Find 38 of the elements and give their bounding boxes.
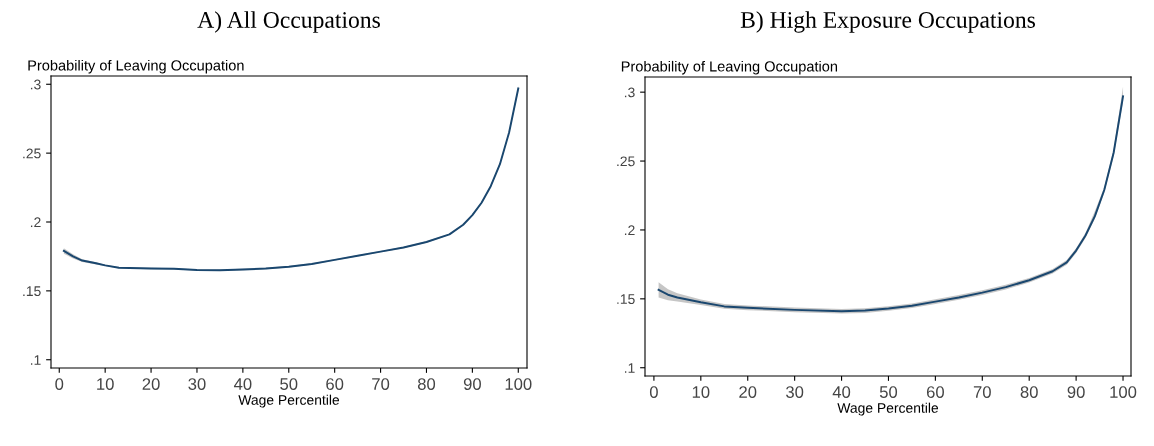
y-tick-label: .15 (23, 286, 41, 297)
x-axis-title: Wage Percentile (837, 402, 939, 416)
x-axis-title: Wage Percentile (238, 394, 340, 408)
x-tick-label: 20 (142, 378, 160, 390)
x-tick-label: 40 (233, 378, 252, 390)
x-tick-label: 100 (505, 378, 532, 390)
x-tick-label: 30 (786, 386, 804, 398)
x-tick-label: 30 (188, 378, 206, 390)
y-tick-label: .25 (23, 148, 41, 159)
x-tick-label: 0 (649, 386, 658, 398)
y-tick-label: .15 (617, 294, 635, 305)
x-tick-label: 10 (97, 378, 114, 390)
x-tick-label: 70 (973, 386, 991, 398)
x-tick-label: 50 (280, 378, 298, 390)
chart-title: B) High Exposure Occupations (740, 11, 1036, 33)
y-tick-label: .2 (624, 225, 635, 235)
x-tick-label: 60 (326, 378, 344, 390)
y-tick-label: .1 (624, 363, 635, 373)
x-tick-label: 70 (372, 378, 390, 390)
y-axis-title: Probability of Leaving Occupation (621, 60, 838, 75)
x-tick-label: 90 (463, 378, 481, 390)
y-tick-label: .3 (30, 79, 41, 90)
x-tick-label: 80 (1020, 386, 1038, 398)
y-axis-title: Probability of Leaving Occupation (28, 59, 244, 74)
x-tick-label: 90 (1067, 386, 1085, 398)
x-tick-label: 60 (926, 386, 944, 398)
x-tick-label: 50 (879, 386, 898, 398)
y-tick-label: .3 (624, 87, 635, 98)
x-tick-label: 10 (692, 386, 710, 398)
x-tick-label: 0 (55, 378, 64, 390)
y-tick-label: .2 (30, 217, 41, 228)
x-tick-label: 80 (417, 378, 436, 390)
x-tick-label: 20 (739, 386, 757, 398)
x-tick-label: 100 (1110, 386, 1137, 398)
x-tick-label: 40 (832, 386, 851, 398)
chart-title: A) All Occupations (197, 11, 380, 33)
y-tick-label: .1 (30, 355, 41, 365)
y-tick-label: .25 (617, 156, 635, 167)
